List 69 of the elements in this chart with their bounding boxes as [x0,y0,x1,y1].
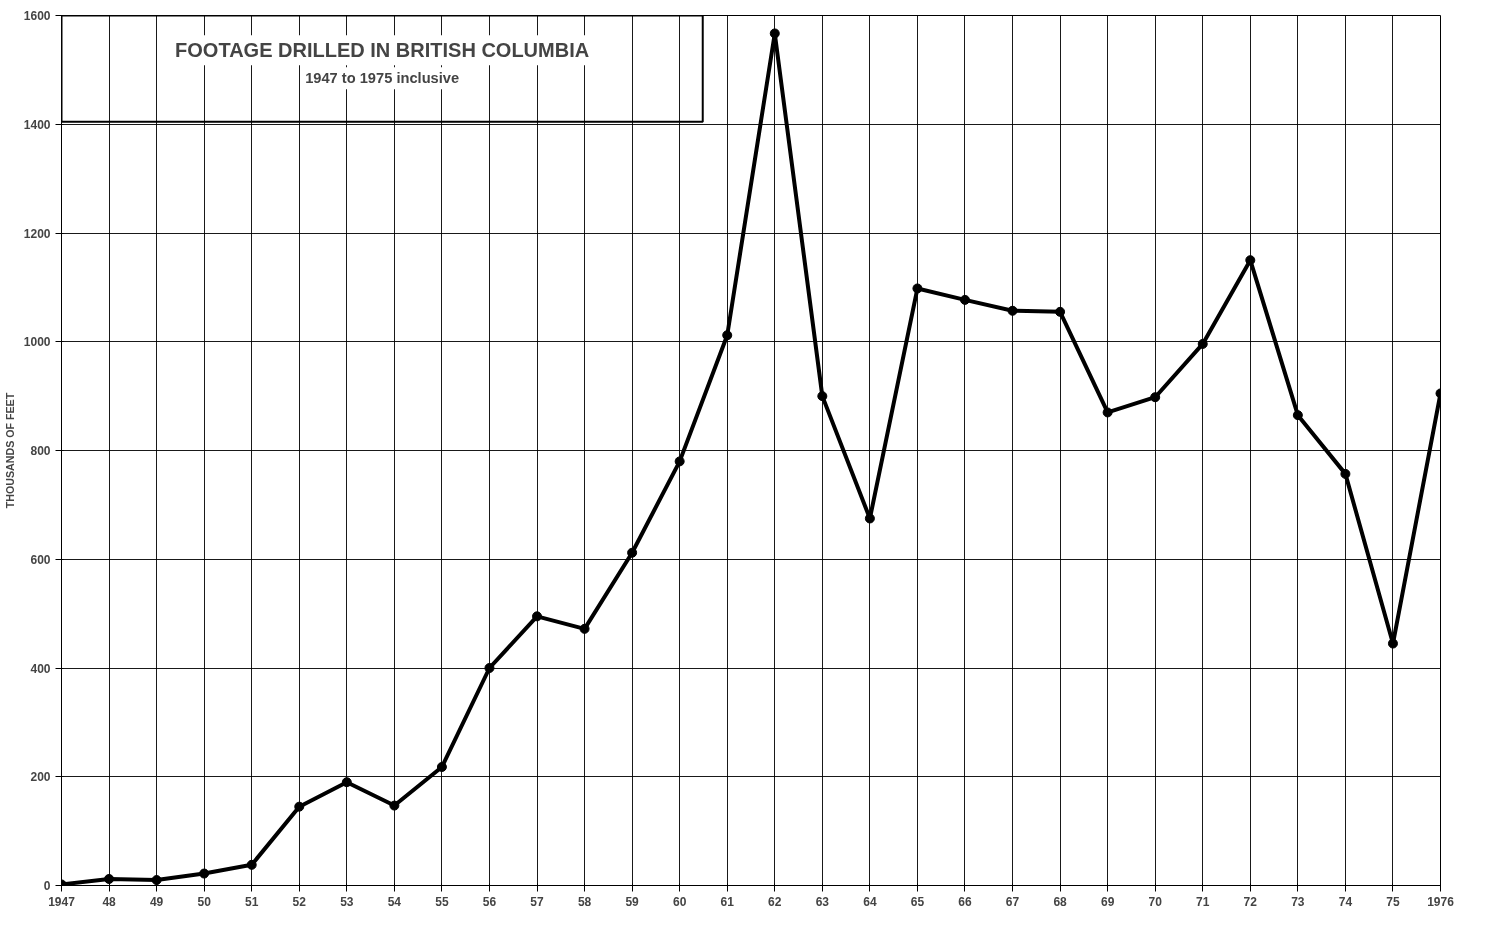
x-tick-label: 1947 [48,894,76,909]
point [484,663,495,673]
y-tick-label: 400 [30,661,51,676]
point [294,801,305,812]
x-tick-label: 52 [292,894,307,909]
y-tick-label: 600 [30,552,51,567]
point [1387,638,1398,649]
point [104,873,115,884]
point [722,330,733,341]
x-tick-label: 50 [197,894,212,909]
point [532,611,543,622]
point [817,391,828,402]
x-tick-label: 62 [768,894,782,909]
text: 1947 to 1975 inclusive [305,70,460,87]
point [674,456,685,467]
x-tick-label: 59 [625,894,640,909]
x-tick-label: 64 [863,894,877,909]
x-tick-label: 60 [673,894,687,909]
x-tick-label: 54 [387,894,402,909]
point [912,283,923,294]
x-tick-label: 71 [1196,894,1210,909]
point [1150,392,1161,403]
x-tick-label: 72 [1243,894,1258,909]
y-tick-label: 200 [30,770,51,785]
x-tick-label: 49 [149,894,164,909]
point [389,800,400,811]
x-tick-label: 55 [435,894,449,909]
x-tick-label: 74 [1338,894,1353,909]
point [769,28,780,39]
x-tick-label: 63 [815,894,830,909]
x-tick-label: 1976 [1427,894,1455,909]
point [436,761,447,772]
y-tick-label: 0 [43,879,51,893]
point [1102,407,1113,418]
point [341,777,352,788]
x-tick-label: 57 [530,894,545,909]
x-tick-label: 68 [1053,894,1068,909]
point [1340,468,1351,479]
point [1055,306,1066,317]
point [1007,305,1018,316]
y-tick-label: 800 [30,444,51,458]
x-tick-label: 48 [102,894,117,909]
point [1197,338,1208,349]
point [151,875,162,886]
x-tick-label: 69 [1100,894,1115,909]
x-tick-label: 65 [910,894,925,909]
point [627,547,638,558]
point [246,859,257,870]
y-tick-label: 1000 [23,335,51,350]
x-tick-label: 56 [482,894,497,909]
x-tick-label: 61 [720,894,735,909]
x-tick-label: 51 [245,894,259,909]
point [199,868,210,879]
point [579,623,590,634]
x-tick-label: 73 [1291,894,1305,909]
x-tick-label: 70 [1148,894,1163,909]
point [864,513,875,524]
y-axis-title: THOUSANDS OF FEET [3,392,16,509]
x-tick-label: 58 [577,894,592,909]
y-tick-label: 1200 [23,226,51,241]
text: FOOTAGE DRILLED IN BRITISH COLUMBIA [175,39,590,62]
point [959,294,970,305]
point [1292,410,1303,421]
y-tick-label: 1400 [23,117,51,132]
x-tick-label: 67 [1005,894,1020,909]
y-tick-label: 1600 [23,9,51,23]
x-tick-label: 66 [958,894,972,909]
x-tick-label: 53 [340,894,354,909]
x-tick-label: 75 [1386,894,1400,909]
